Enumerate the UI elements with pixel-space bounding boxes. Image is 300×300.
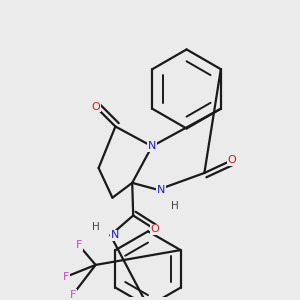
Text: H: H [92, 222, 100, 232]
Text: N: N [148, 141, 156, 151]
Text: H: H [171, 201, 178, 211]
Text: F: F [70, 290, 76, 300]
Text: F: F [76, 240, 82, 250]
Text: N: N [111, 230, 119, 240]
Text: O: O [91, 102, 100, 112]
Text: O: O [228, 155, 236, 165]
Text: O: O [151, 224, 159, 234]
Text: F: F [63, 272, 69, 282]
Text: N: N [157, 185, 165, 195]
